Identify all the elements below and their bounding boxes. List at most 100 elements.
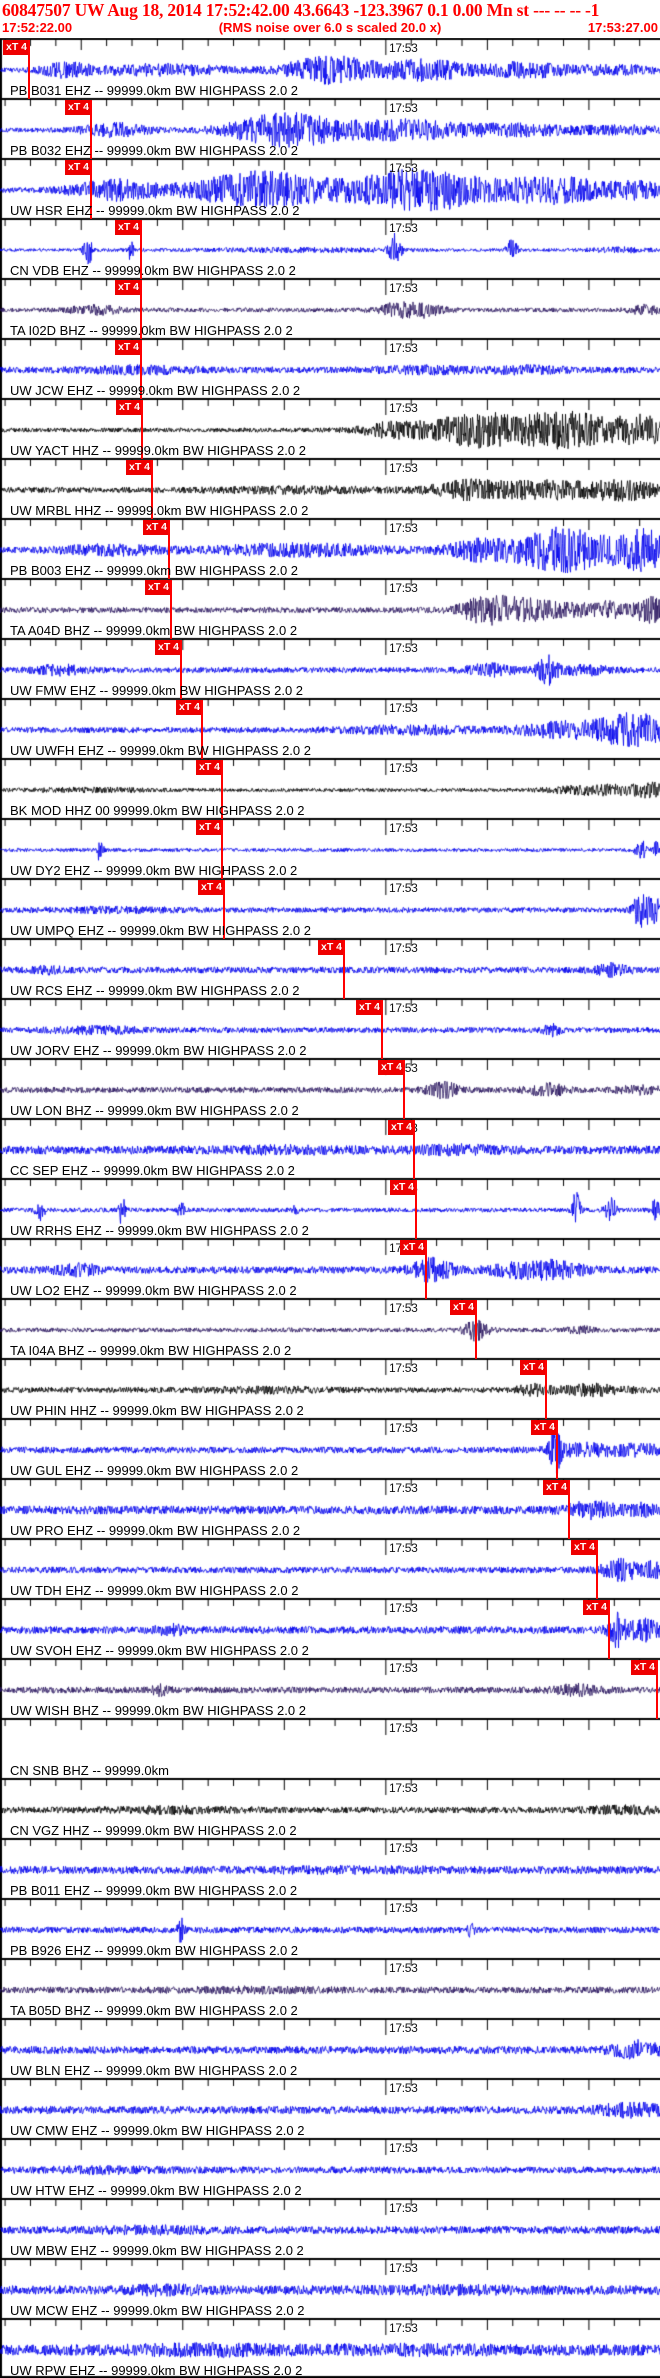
trace-row[interactable]: 17:53 xT 4 UW LON BHZ -- 99999.0km BW HI… bbox=[0, 1058, 660, 1120]
trace-row[interactable]: 17:53 CN VGZ HHZ -- 99999.0km BW HIGHPAS… bbox=[0, 1778, 660, 1838]
pick-flag[interactable]: xT 4 bbox=[400, 1240, 427, 1300]
pick-flag-label: xT 4 bbox=[155, 640, 182, 655]
pick-flag[interactable]: xT 4 bbox=[450, 1300, 477, 1360]
trace-row[interactable]: 17:53 xT 4 UW PHIN HHZ -- 99999.0km BW H… bbox=[0, 1358, 660, 1420]
trace-row[interactable]: 17:53 xT 4 UW SVOH EHZ -- 99999.0km BW H… bbox=[0, 1598, 660, 1660]
trace-row[interactable]: 17:53 CN SNB BHZ -- 99999.0km bbox=[0, 1718, 660, 1778]
trace-row[interactable]: 17:53 xT 4 PB B003 EHZ -- 99999.0km BW H… bbox=[0, 518, 660, 580]
trace-row[interactable]: 17:53 UW RPW EHZ -- 99999.0km BW HIGHPAS… bbox=[0, 2318, 660, 2378]
station-label: TA A04D BHZ -- 99999.0km BW HIGHPASS 2.0… bbox=[10, 623, 298, 638]
trace-row[interactable]: 17:53 UW CMW EHZ -- 99999.0km BW HIGHPAS… bbox=[0, 2078, 660, 2138]
pick-flag-pole bbox=[141, 400, 143, 459]
trace-row[interactable]: 17:53 xT 4 UW FMW EHZ -- 99999.0km BW HI… bbox=[0, 638, 660, 700]
pick-flag[interactable]: xT 4 bbox=[115, 220, 142, 280]
trace-row[interactable]: 17:53 xT 4 UW HSR EHZ -- 99999.0km BW HI… bbox=[0, 158, 660, 220]
trace-row[interactable]: 17:53 xT 4 UW RRHS EHZ -- 99999.0km BW H… bbox=[0, 1178, 660, 1240]
pick-flag[interactable]: xT 4 bbox=[356, 1000, 383, 1060]
pick-flag[interactable]: xT 4 bbox=[3, 40, 30, 100]
trace-row[interactable]: 17:53 xT 4 UW JCW EHZ -- 99999.0km BW HI… bbox=[0, 338, 660, 400]
pick-flag[interactable]: xT 4 bbox=[116, 400, 143, 460]
pick-flag[interactable]: xT 4 bbox=[65, 100, 92, 160]
trace-row[interactable]: 17:53 xT 4 TA I02D BHZ -- 99999.0km BW H… bbox=[0, 278, 660, 340]
pick-flag[interactable]: xT 4 bbox=[571, 1540, 598, 1600]
pick-flag[interactable]: xT 4 bbox=[378, 1060, 405, 1120]
trace-row[interactable]: 17:53 xT 4 UW MRBL HHZ -- 99999.0km BW H… bbox=[0, 458, 660, 520]
trace-row[interactable]: 17:53 xT 4 UW YACT HHZ -- 99999.0km BW H… bbox=[0, 398, 660, 460]
station-label: UW JORV EHZ -- 99999.0km BW HIGHPASS 2.0… bbox=[10, 1043, 307, 1058]
trace-row[interactable]: 17:53 xT 4 UW UMPQ EHZ -- 99999.0km BW H… bbox=[0, 878, 660, 940]
trace-row[interactable]: 17:53 xT 4 CN VDB EHZ -- 99999.0km BW HI… bbox=[0, 218, 660, 280]
pick-flag[interactable]: xT 4 bbox=[145, 580, 172, 640]
station-label: PB B003 EHZ -- 99999.0km BW HIGHPASS 2.0… bbox=[10, 563, 299, 578]
trace-row[interactable]: 17:53 PB B011 EHZ -- 99999.0km BW HIGHPA… bbox=[0, 1838, 660, 1898]
trace-row[interactable]: 17:53 xT 4 UW JORV EHZ -- 99999.0km BW H… bbox=[0, 998, 660, 1060]
trace-row[interactable]: 17:53 xT 4 TA A04D BHZ -- 99999.0km BW H… bbox=[0, 578, 660, 640]
pick-flag[interactable]: xT 4 bbox=[318, 940, 345, 1000]
station-label: PB B032 EHZ -- 99999.0km BW HIGHPASS 2.0… bbox=[10, 143, 299, 158]
trace-row[interactable]: 17:53 UW MCW EHZ -- 99999.0km BW HIGHPAS… bbox=[0, 2258, 660, 2318]
pick-flag-pole bbox=[425, 1240, 427, 1299]
pick-flag-label: xT 4 bbox=[115, 280, 142, 295]
pick-flag[interactable]: xT 4 bbox=[196, 820, 223, 880]
pick-flag-label: xT 4 bbox=[450, 1300, 477, 1315]
trace-row[interactable]: 17:53 xT 4 UW WISH BHZ -- 99999.0km BW H… bbox=[0, 1658, 660, 1720]
trace-row[interactable]: 17:53 UW MBW EHZ -- 99999.0km BW HIGHPAS… bbox=[0, 2198, 660, 2258]
pick-flag[interactable]: xT 4 bbox=[198, 880, 225, 940]
time-tick-label: 17:53 bbox=[389, 581, 418, 595]
pick-flag-label: xT 4 bbox=[388, 1120, 415, 1135]
pick-flag[interactable]: xT 4 bbox=[631, 1660, 658, 1720]
time-tick-label: 17:53 bbox=[389, 1301, 418, 1315]
time-tick-label: 17:53 bbox=[389, 941, 418, 955]
time-tick-label: 17:53 bbox=[389, 461, 418, 475]
pick-flag[interactable]: xT 4 bbox=[143, 520, 170, 580]
trace-row[interactable]: 17:53 xT 4 UW DY2 EHZ -- 99999.0km BW HI… bbox=[0, 818, 660, 880]
pick-flag-pole bbox=[180, 640, 182, 699]
pick-flag[interactable]: xT 4 bbox=[583, 1600, 610, 1660]
trace-row[interactable]: 17:53 UW HTW EHZ -- 99999.0km BW HIGHPAS… bbox=[0, 2138, 660, 2198]
pick-flag[interactable]: xT 4 bbox=[390, 1180, 417, 1240]
time-tick-label: 17:53 bbox=[389, 1361, 418, 1375]
pick-flag[interactable]: xT 4 bbox=[65, 160, 92, 220]
trace-row[interactable]: 17:53 TA B05D BHZ -- 99999.0km BW HIGHPA… bbox=[0, 1958, 660, 2018]
pick-flag[interactable]: xT 4 bbox=[115, 280, 142, 340]
station-label: UW MRBL HHZ -- 99999.0km BW HIGHPASS 2.0… bbox=[10, 503, 309, 518]
pick-flag[interactable]: xT 4 bbox=[176, 700, 203, 760]
time-tick-label: 17:53 bbox=[389, 101, 418, 115]
pick-flag-label: xT 4 bbox=[631, 1660, 658, 1675]
trace-row[interactable]: 17:53 xT 4 TA I04A BHZ -- 99999.0km BW H… bbox=[0, 1298, 660, 1360]
trace-row[interactable]: 17:53 xT 4 UW LO2 EHZ -- 99999.0km BW HI… bbox=[0, 1238, 660, 1300]
time-tick-label: 17:53 bbox=[389, 521, 418, 535]
pick-flag-label: xT 4 bbox=[65, 100, 92, 115]
pick-flag[interactable]: xT 4 bbox=[388, 1120, 415, 1180]
time-tick-label: 17:53 bbox=[389, 641, 418, 655]
station-label: UW MCW EHZ -- 99999.0km BW HIGHPASS 2.0 … bbox=[10, 2303, 305, 2318]
trace-row[interactable]: 17:53 xT 4 UW TDH EHZ -- 99999.0km BW HI… bbox=[0, 1538, 660, 1600]
time-tick-label: 17:53 bbox=[389, 1661, 418, 1675]
time-tick-label: 17:53 bbox=[389, 281, 418, 295]
pick-flag[interactable]: xT 4 bbox=[520, 1360, 547, 1420]
time-tick-label: 17:53 bbox=[389, 2081, 418, 2095]
pick-flag[interactable]: xT 4 bbox=[196, 760, 223, 820]
station-label: UW LO2 EHZ -- 99999.0km BW HIGHPASS 2.0 … bbox=[10, 1283, 297, 1298]
pick-flag-pole bbox=[90, 160, 92, 219]
trace-row[interactable]: 17:53 xT 4 UW RCS EHZ -- 99999.0km BW HI… bbox=[0, 938, 660, 1000]
pick-flag-pole bbox=[656, 1660, 658, 1719]
pick-flag[interactable]: xT 4 bbox=[115, 340, 142, 400]
pick-flag[interactable]: xT 4 bbox=[531, 1420, 558, 1480]
trace-row[interactable]: 17:53 xT 4 UW PRO EHZ -- 99999.0km BW HI… bbox=[0, 1478, 660, 1540]
trace-row[interactable]: 17:53 xT 4 BK MOD HHZ 00 99999.0km BW HI… bbox=[0, 758, 660, 820]
trace-row[interactable]: 17:53 PB B926 EHZ -- 99999.0km BW HIGHPA… bbox=[0, 1898, 660, 1958]
trace-row[interactable]: 17:53 xT 4 UW UWFH EHZ -- 99999.0km BW H… bbox=[0, 698, 660, 760]
trace-row[interactable]: 17:53 xT 4 PB B031 EHZ -- 99999.0km BW H… bbox=[0, 38, 660, 100]
time-tick-label: 17:53 bbox=[389, 1721, 418, 1735]
station-label: UW JCW EHZ -- 99999.0km BW HIGHPASS 2.0 … bbox=[10, 383, 301, 398]
pick-flag[interactable]: xT 4 bbox=[155, 640, 182, 700]
trace-row[interactable]: 17:53 xT 4 PB B032 EHZ -- 99999.0km BW H… bbox=[0, 98, 660, 160]
trace-row[interactable]: 17:53 UW BLN EHZ -- 99999.0km BW HIGHPAS… bbox=[0, 2018, 660, 2078]
pick-flag[interactable]: xT 4 bbox=[543, 1480, 570, 1540]
pick-flag-pole bbox=[221, 820, 223, 879]
trace-row[interactable]: 17:53 xT 4 CC SEP EHZ -- 99999.0km BW HI… bbox=[0, 1118, 660, 1180]
pick-flag[interactable]: xT 4 bbox=[126, 460, 153, 520]
trace-row[interactable]: 17:53 xT 4 UW GUL EHZ -- 99999.0km BW HI… bbox=[0, 1418, 660, 1480]
